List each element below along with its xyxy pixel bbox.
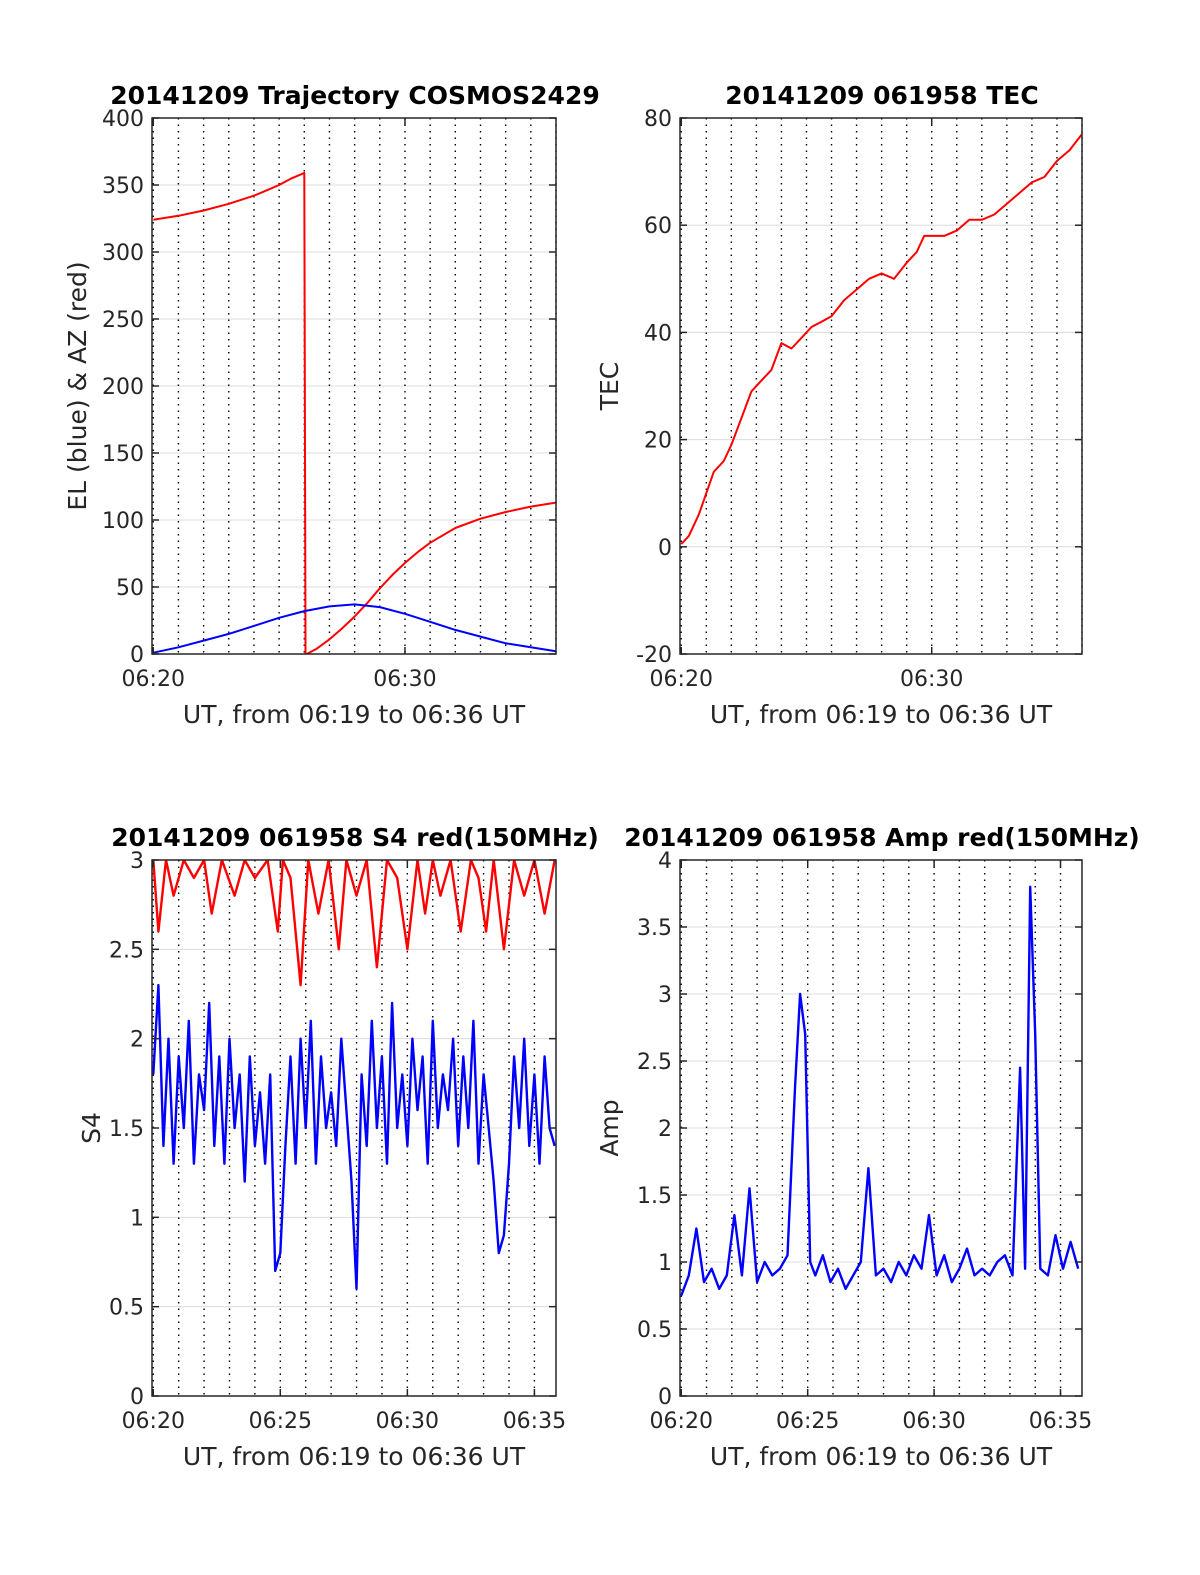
x-axis-label: UT, from 06:19 to 06:36 UT [710, 1442, 1053, 1471]
series-line-red [152, 860, 556, 987]
x-tick-label: 06:35 [1029, 1409, 1092, 1434]
axes-box [679, 117, 1083, 655]
y-tick-label: 0 [658, 536, 672, 561]
y-tick-label: 0 [130, 1385, 144, 1410]
y-tick-label: 0.5 [109, 1296, 144, 1321]
y-tick-label: 3 [130, 849, 144, 874]
x-tick-label: 06:20 [122, 667, 185, 692]
x-tick-label: 06:35 [503, 1409, 566, 1434]
y-tick-label: 1.5 [637, 1184, 672, 1209]
x-axis-label: UT, from 06:19 to 06:36 UT [183, 1442, 526, 1471]
y-tick-label: 1 [658, 1251, 672, 1276]
chart-title: 20141209 061958 S4 red(150MHz) [111, 823, 599, 852]
x-tick-label: 06:30 [376, 1409, 439, 1434]
y-tick-label: 50 [116, 576, 144, 601]
chart-title: 20141209 061958 Amp red(150MHz) [624, 823, 1140, 852]
y-tick-label: 60 [644, 214, 672, 239]
y-tick-label: 40 [644, 321, 672, 346]
y-tick-label: 80 [644, 107, 672, 132]
x-tick-label: 06:30 [902, 1409, 965, 1434]
x-axis-label: UT, from 06:19 to 06:36 UT [183, 700, 526, 729]
y-tick-label: 150 [102, 442, 144, 467]
x-tick-label: 06:20 [650, 1409, 713, 1434]
y-tick-label: 2 [130, 1028, 144, 1053]
chart-tec: -20 0 20 40 60 80 06:20 06:30 20141209 061958 TE… [595, 81, 1083, 729]
y-tick-label: 20 [644, 429, 672, 454]
y-tick-label: -20 [636, 643, 672, 668]
y-tick-label: 200 [102, 375, 144, 400]
series-line-blue [680, 885, 1080, 1296]
x-tick-label: 06:25 [776, 1409, 839, 1434]
x-tick-label: 06:20 [650, 667, 713, 692]
chart-amp: 0 0.5 1 1.5 2 2.5 3 3.5 4 06:20 06:25 06:30 06:35 201… [595, 823, 1140, 1471]
y-tick-label: 3 [658, 983, 672, 1008]
x-tick-label: 06:25 [249, 1409, 312, 1434]
y-axis-label: TEC [595, 362, 624, 412]
x-tick-label: 06:30 [900, 667, 963, 692]
y-tick-label: 3.5 [637, 916, 672, 941]
y-tick-label: 0 [130, 643, 144, 668]
y-tick-label: 1.5 [109, 1117, 144, 1142]
y-axis-label: Amp [595, 1099, 624, 1156]
chart-s4: 0 0.5 1 1.5 2 2.5 3 06:20 06:25 06:30 06:35 2014120… [77, 823, 599, 1471]
chart-title: 20141209 Trajectory COSMOS2429 [110, 81, 600, 110]
y-tick-label: 4 [658, 849, 672, 874]
y-axis-label: S4 [77, 1112, 106, 1144]
y-tick-label: 2 [658, 1117, 672, 1142]
chart-title: 20141209 061958 TEC [725, 81, 1038, 110]
chart-trajectory: 0 50 100 150 200 250 300 350 400 06:20 06:30 201412… [63, 81, 600, 729]
y-tick-label: 0 [658, 1385, 672, 1410]
series-line-red [680, 133, 1082, 545]
y-tick-label: 250 [102, 308, 144, 333]
y-tick-label: 2.5 [109, 938, 144, 963]
y-tick-label: 100 [102, 509, 144, 534]
y-tick-label: 300 [102, 241, 144, 266]
y-tick-label: 1 [130, 1206, 144, 1231]
series-line-red [153, 171, 556, 654]
x-axis-label: UT, from 06:19 to 06:36 UT [710, 700, 1053, 729]
y-tick-label: 350 [102, 174, 144, 199]
series-line-blue [152, 983, 556, 1291]
series-line-blue [153, 603, 556, 654]
x-tick-label: 06:20 [122, 1409, 185, 1434]
y-tick-label: 0.5 [637, 1318, 672, 1343]
y-tick-label: 2.5 [637, 1050, 672, 1075]
y-tick-label: 400 [102, 107, 144, 132]
y-axis-label: EL (blue) & AZ (red) [63, 261, 92, 510]
x-tick-label: 06:30 [373, 667, 436, 692]
